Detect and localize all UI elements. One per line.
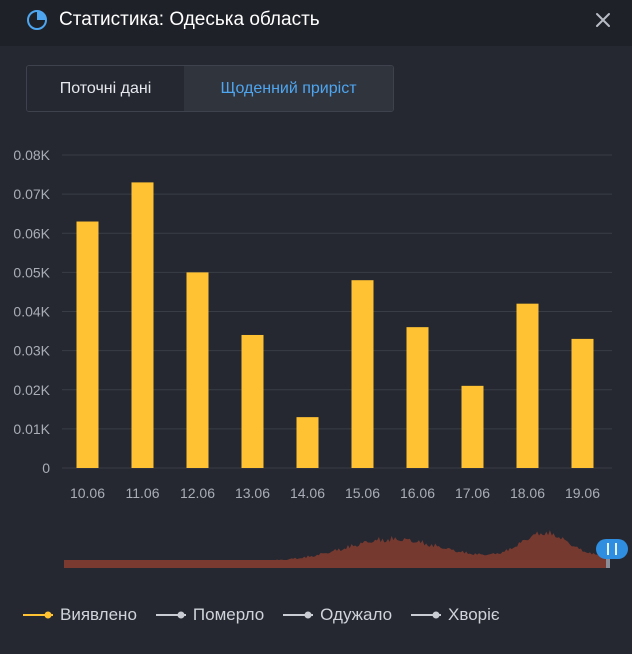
legend-item-detected[interactable]: Виявлено bbox=[22, 605, 137, 625]
y-tick-label: 0.02K bbox=[13, 382, 50, 398]
zoom-handle[interactable] bbox=[596, 539, 628, 559]
legend-label: Померло bbox=[192, 605, 265, 624]
x-tick-label: 16.06 bbox=[400, 485, 435, 501]
tab-current-data[interactable]: Поточні дані bbox=[27, 66, 184, 111]
bar-chart: 0 0.01K 0.02K 0.03K 0.04K 0.05K 0.06K 0.07K 0.08… bbox=[13, 147, 628, 568]
y-tick-label: 0 bbox=[42, 460, 50, 476]
bar bbox=[241, 334, 264, 468]
legend-item-recovered[interactable]: Одужало bbox=[282, 605, 392, 625]
x-tick-label: 12.06 bbox=[180, 485, 215, 501]
x-tick-label: 10.06 bbox=[70, 485, 105, 501]
bar bbox=[76, 221, 99, 468]
close-icon[interactable] bbox=[595, 12, 611, 28]
dialog-header: Статистика: Одеська область bbox=[0, 0, 632, 46]
pie-chart-icon bbox=[27, 10, 47, 30]
y-tick-label: 0.04K bbox=[13, 304, 50, 320]
bar bbox=[571, 338, 594, 468]
legend-label: Одужало bbox=[320, 605, 393, 624]
legend-label: Хворіє bbox=[448, 605, 500, 624]
x-tick-label: 15.06 bbox=[345, 485, 380, 501]
x-tick-label: 14.06 bbox=[290, 485, 325, 501]
y-tick-label: 0.05K bbox=[13, 264, 50, 280]
bar bbox=[516, 303, 539, 468]
tab-daily-growth[interactable]: Щоденний приріст bbox=[184, 66, 393, 111]
bar bbox=[296, 417, 319, 468]
legend-item-died[interactable]: Померло bbox=[155, 605, 264, 625]
y-tick-label: 0.01K bbox=[13, 421, 50, 437]
x-tick-label: 11.06 bbox=[126, 485, 160, 501]
bar bbox=[351, 280, 374, 468]
bar bbox=[461, 385, 484, 468]
y-tick-label: 0.06K bbox=[13, 225, 50, 241]
x-tick-label: 19.06 bbox=[565, 485, 600, 501]
bar bbox=[406, 327, 429, 468]
chart-legend: Виявлено Померло Одужало Хворіє bbox=[22, 603, 518, 627]
x-tick-label: 17.06 bbox=[455, 485, 490, 501]
y-tick-label: 0.07K bbox=[13, 186, 50, 202]
overview-area bbox=[64, 530, 610, 568]
legend-line-marker-icon bbox=[155, 611, 186, 619]
legend-label: Виявлено bbox=[60, 605, 137, 624]
legend-item-sick[interactable]: Хворіє bbox=[410, 605, 500, 625]
bar bbox=[131, 182, 154, 468]
x-tick-label: 18.06 bbox=[510, 485, 545, 501]
legend-line-marker-icon bbox=[283, 611, 314, 619]
y-tick-label: 0.08K bbox=[13, 147, 50, 163]
bar bbox=[186, 272, 209, 468]
legend-line-marker-icon bbox=[411, 611, 442, 619]
legend-line-marker-icon bbox=[23, 611, 53, 619]
tab-bar: Поточні дані Щоденний приріст bbox=[26, 65, 394, 112]
x-tick-label: 13.06 bbox=[235, 485, 270, 501]
y-tick-label: 0.03K bbox=[13, 343, 50, 359]
dialog-title: Статистика: Одеська область bbox=[59, 9, 320, 30]
